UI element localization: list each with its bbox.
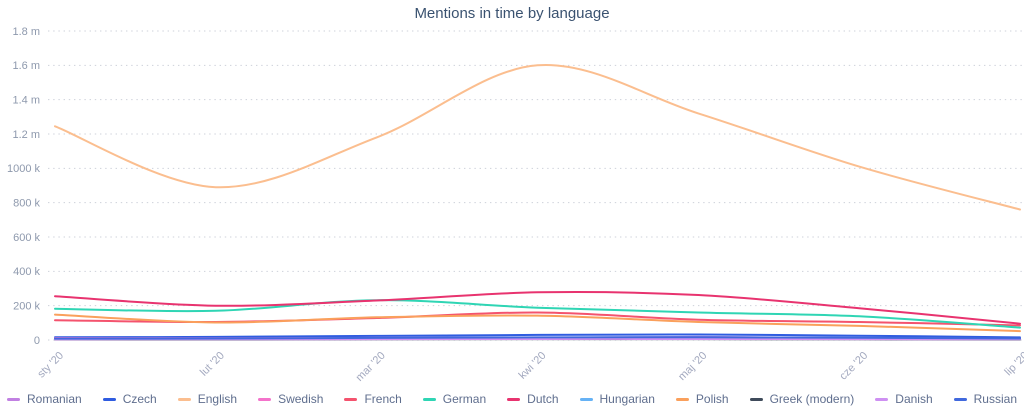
x-axis-tick-label: maj '20	[676, 350, 709, 383]
legend-item-romanian[interactable]: Romanian	[7, 392, 82, 406]
legend-item-german[interactable]: German	[422, 392, 487, 406]
legend-item-russian[interactable]: Russian	[953, 392, 1017, 406]
legend-swatch-icon	[507, 397, 521, 401]
x-axis-tick-label: lip '20	[1003, 350, 1024, 379]
legend-swatch-icon	[422, 397, 436, 401]
legend-item-swedish[interactable]: Swedish	[258, 392, 323, 406]
legend-item-label: Dutch	[527, 392, 559, 406]
legend-item-label: Czech	[122, 392, 157, 406]
legend-swatch-icon	[953, 397, 967, 401]
legend-swatch-icon	[7, 397, 20, 401]
x-axis-tick-label: sty '20	[35, 350, 66, 381]
legend-item-czech[interactable]: Czech	[102, 392, 157, 406]
legend-item-english[interactable]: English	[177, 392, 238, 406]
series-line-german[interactable]	[54, 299, 1021, 329]
legend-item-label: German	[442, 392, 487, 406]
series-line-english[interactable]	[54, 64, 1021, 211]
chart-legend: Romanian Czech English Swedish French German D…	[0, 392, 1024, 406]
legend-swatch-icon	[675, 397, 689, 401]
legend-swatch-icon	[749, 397, 763, 401]
legend-item-label: Swedish	[278, 392, 324, 406]
y-axis-tick-label: 0	[34, 335, 40, 347]
legend-swatch-icon	[177, 397, 191, 401]
x-axis-tick-label: kwi '20	[517, 350, 549, 382]
x-axis-tick-label: cze '20	[837, 350, 870, 383]
legend-item-label: Danish	[895, 392, 933, 406]
legend-swatch-icon	[258, 397, 272, 401]
legend-item-label: French	[364, 392, 402, 406]
y-axis-tick-label: 1.2 m	[12, 129, 40, 141]
series-line-czech[interactable]	[54, 333, 1021, 339]
legend-item-label: Romanian	[27, 392, 82, 406]
y-axis-tick-label: 1.6 m	[12, 60, 40, 72]
y-axis-tick-label: 1.4 m	[12, 95, 40, 107]
series-line-russian[interactable]	[54, 336, 1021, 340]
legend-item-greek-modern[interactable]: Greek (modern)	[749, 392, 855, 406]
chart-title: Mentions in time by language	[414, 5, 610, 22]
legend-swatch-icon	[579, 397, 593, 401]
legend-item-label: Hungarian	[599, 392, 655, 406]
legend-swatch-icon	[344, 397, 358, 401]
legend-item-danish[interactable]: Danish	[875, 392, 933, 406]
x-axis-tick-label: mar '20	[354, 350, 388, 384]
series-line-french[interactable]	[54, 311, 1021, 327]
legend-swatch-icon	[102, 397, 116, 401]
series-line-polish[interactable]	[54, 313, 1021, 333]
y-axis-tick-label: 600 k	[13, 232, 40, 244]
legend-item-hungarian[interactable]: Hungarian	[579, 392, 655, 406]
legend-item-label: Polish	[695, 392, 729, 406]
series-line-dutch[interactable]	[54, 290, 1021, 325]
y-axis-tick-label: 200 k	[13, 301, 40, 313]
legend-item-french[interactable]: French	[344, 392, 402, 406]
y-axis-tick-label: 800 k	[13, 198, 40, 210]
y-axis-tick-label: 1000 k	[7, 163, 41, 175]
legend-item-label: Greek (modern)	[769, 392, 855, 406]
legend-swatch-icon	[875, 397, 889, 401]
y-axis-tick-label: 400 k	[13, 266, 40, 278]
y-axis-tick-label: 1.8 m	[12, 26, 40, 38]
legend-item-dutch[interactable]: Dutch	[507, 392, 559, 406]
legend-item-label: English	[197, 392, 238, 406]
line-chart-plot: 1.8 m 1.6 m 1.4 m 1.2 m 1000 k 800 k 600 k 400 …	[7, 26, 1024, 384]
legend-item-polish[interactable]: Polish	[675, 392, 729, 406]
legend-item-label: Russian	[973, 392, 1017, 406]
x-axis-tick-label: lut '20	[198, 350, 227, 379]
